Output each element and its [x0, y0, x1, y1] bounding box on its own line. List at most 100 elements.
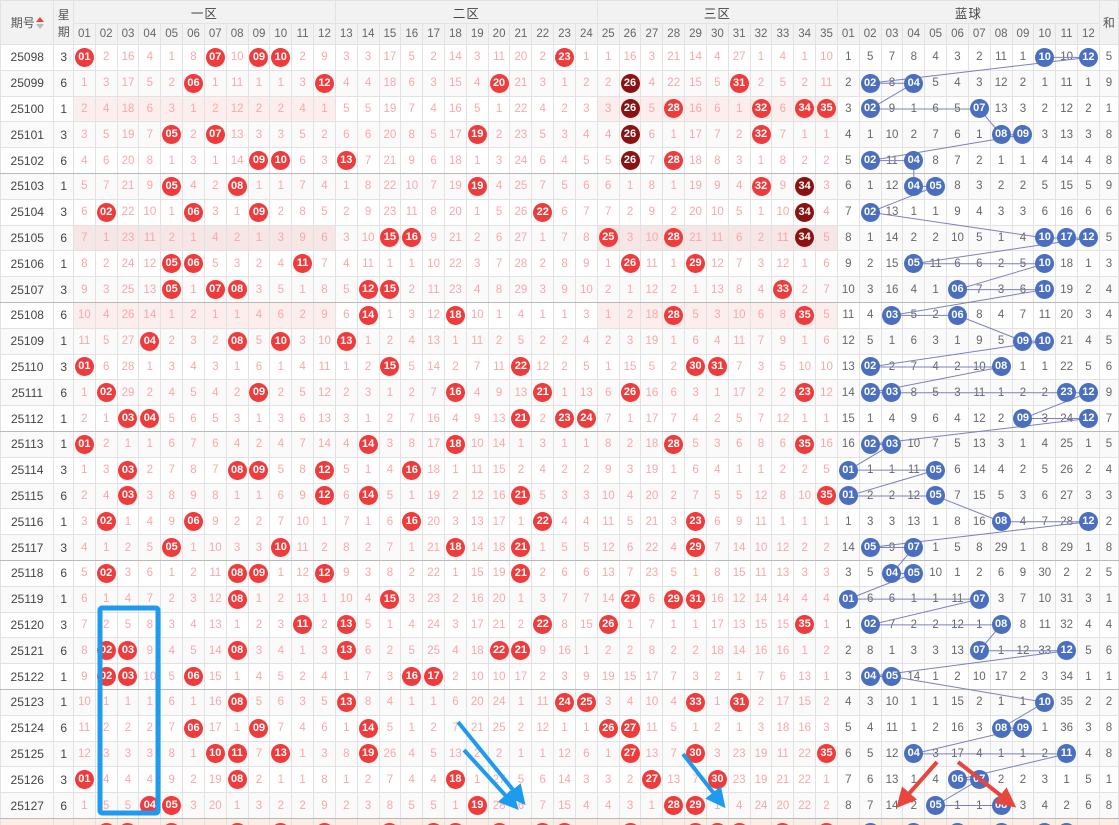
miss-count-red[interactable]: 8 [182, 44, 205, 71]
miss-count-red[interactable]: 2 [531, 405, 555, 432]
miss-count-red[interactable]: 4 [334, 69, 358, 97]
drawn-red-ball[interactable]: 33 [684, 688, 707, 716]
miss-count-red[interactable]: 19 [640, 456, 664, 484]
miss-count-red[interactable]: 2 [705, 405, 729, 432]
miss-count-red[interactable]: 17 [378, 44, 402, 71]
miss-count-red[interactable]: 12 [815, 379, 838, 407]
miss-count-red[interactable]: 3 [574, 482, 598, 510]
drawn-red-ball[interactable]: 35 [793, 430, 817, 458]
miss-count-red[interactable]: 1 [94, 688, 118, 716]
miss-count-red[interactable]: 6 [94, 353, 118, 381]
miss-count-red[interactable]: 29 [116, 379, 140, 407]
issue-number[interactable]: 25122 [0, 663, 55, 690]
drawn-red-ball[interactable]: 05 [160, 172, 184, 200]
drawn-red-ball[interactable]: 30 [705, 766, 729, 794]
miss-count-blue[interactable]: 1 [989, 740, 1013, 768]
table-row[interactable]: 25111 6 1 02 29 2 4 5 4 2 09 2 5 12 2 3 1 2 7 16 4 9 13 21 1 13 6 2… [0, 379, 1119, 407]
drawn-red-ball[interactable]: 21 [509, 405, 533, 432]
miss-count-blue[interactable]: 4 [989, 301, 1013, 329]
column-header-zone2-22[interactable]: 22 [531, 23, 555, 45]
miss-count-blue[interactable]: 29 [1055, 534, 1079, 561]
miss-count-red[interactable]: 19 [422, 482, 445, 510]
preselect-red-option[interactable]: 24 [574, 817, 598, 825]
drawn-blue-ball[interactable]: 23 [1055, 379, 1079, 407]
miss-count-blue[interactable]: 5 [924, 69, 948, 97]
miss-count-red[interactable]: 3 [225, 534, 249, 561]
miss-count-blue[interactable]: 16 [836, 430, 860, 458]
miss-count-red[interactable]: 3 [531, 69, 555, 97]
miss-count-red[interactable]: 20 [771, 792, 795, 819]
miss-count-blue[interactable]: 1 [836, 508, 860, 536]
miss-count-red[interactable]: 9 [313, 44, 336, 71]
miss-count-red[interactable]: 2 [662, 353, 686, 381]
drawn-blue-ball[interactable]: 02 [858, 198, 882, 226]
miss-count-red[interactable]: 9 [400, 147, 424, 174]
miss-count-blue[interactable]: 2 [924, 224, 948, 252]
table-row[interactable]: 25101 3 3 5 19 7 05 2 07 13 3 3 5 2 6 6 20 8 5 17 19 2 23 5 3 4 4 2… [0, 121, 1119, 149]
miss-count-red[interactable]: 5 [771, 353, 795, 381]
drawn-red-ball[interactable]: 23 [553, 44, 576, 71]
drawn-blue-ball[interactable]: 10 [1033, 327, 1057, 355]
column-header-blue-08[interactable]: 08 [989, 23, 1013, 45]
drawn-blue-ball[interactable]: 03 [880, 430, 904, 458]
miss-count-red[interactable]: 10 [465, 301, 489, 329]
miss-count-red[interactable]: 5 [400, 44, 424, 71]
miss-count-blue[interactable]: 2 [880, 353, 904, 381]
miss-count-blue[interactable]: 13 [902, 508, 926, 536]
miss-count-red[interactable]: 2 [727, 121, 751, 149]
miss-count-blue[interactable]: 10 [836, 276, 860, 303]
miss-count-red[interactable]: 1 [378, 301, 402, 329]
miss-count-blue[interactable]: 6 [946, 250, 969, 278]
miss-count-red[interactable]: 26 [116, 301, 140, 329]
miss-count-blue[interactable]: 12 [880, 740, 904, 768]
miss-count-blue[interactable]: 1 [1077, 430, 1100, 458]
table-row[interactable]: 25126 3 01 4 4 4 9 2 19 08 2 1 1 8 1 2 7 4 4 18 1 27 5 6 14 3 3 2 27… [0, 766, 1119, 794]
miss-count-red[interactable]: 4 [727, 792, 751, 819]
miss-count-blue[interactable]: 5 [1077, 172, 1100, 200]
miss-count-blue[interactable]: 4 [1033, 792, 1057, 819]
miss-count-blue[interactable]: 14 [902, 663, 926, 690]
miss-count-red[interactable]: 8 [640, 172, 664, 200]
miss-count-red[interactable]: 21 [771, 766, 795, 794]
miss-count-blue[interactable]: 3 [989, 276, 1013, 303]
miss-count-blue[interactable]: 3 [967, 714, 991, 742]
miss-count-red[interactable]: 5 [116, 611, 140, 639]
miss-count-red[interactable]: 7 [596, 405, 620, 432]
miss-count-blue[interactable]: 11 [946, 585, 969, 613]
miss-count-red[interactable]: 4 [269, 250, 293, 278]
miss-count-blue[interactable]: 1 [967, 121, 991, 149]
miss-count-red[interactable]: 7 [269, 508, 293, 536]
miss-count-blue[interactable]: 9 [880, 534, 904, 561]
miss-count-blue[interactable]: 12 [989, 69, 1013, 97]
miss-count-red[interactable]: 1 [400, 250, 424, 278]
miss-count-red[interactable]: 6 [640, 121, 664, 149]
miss-count-red[interactable]: 1 [94, 405, 118, 432]
miss-count-red[interactable]: 8 [771, 482, 795, 510]
issue-number[interactable]: 25113 [0, 430, 55, 458]
drawn-red-ball[interactable]: 30 [684, 353, 707, 381]
miss-count-red[interactable]: 8 [771, 147, 795, 174]
drawn-red-ball[interactable]: 35 [793, 611, 817, 639]
drawn-red-ball[interactable]: 23 [553, 405, 576, 432]
issue-number[interactable]: 25121 [0, 637, 55, 665]
drawn-red-ball[interactable]: 01 [72, 353, 96, 381]
miss-count-blue[interactable]: 10 [924, 559, 948, 587]
miss-count-red[interactable]: 29 [509, 276, 533, 303]
miss-count-red[interactable]: 6 [313, 714, 336, 742]
preselect-red-option[interactable]: 16 [400, 817, 424, 825]
miss-count-red[interactable]: 2 [160, 327, 184, 355]
preselect-red-selected[interactable]: 33 [771, 817, 795, 825]
miss-count-red[interactable]: 22 [444, 250, 467, 278]
miss-count-red[interactable]: 9 [574, 663, 598, 690]
miss-count-red[interactable]: 8 [160, 482, 184, 510]
miss-count-red[interactable]: 5 [378, 714, 402, 742]
miss-count-red[interactable]: 1 [553, 714, 576, 742]
miss-count-red[interactable]: 5 [662, 714, 686, 742]
drawn-red-ball[interactable]: 12 [356, 276, 380, 303]
miss-count-red[interactable]: 5 [269, 276, 293, 303]
miss-count-red[interactable]: 1 [247, 172, 271, 200]
miss-count-red[interactable]: 1 [94, 585, 118, 613]
issue-number[interactable]: 25101 [0, 121, 55, 149]
miss-count-red[interactable]: 3 [72, 508, 96, 536]
miss-count-red[interactable]: 11 [487, 353, 511, 381]
